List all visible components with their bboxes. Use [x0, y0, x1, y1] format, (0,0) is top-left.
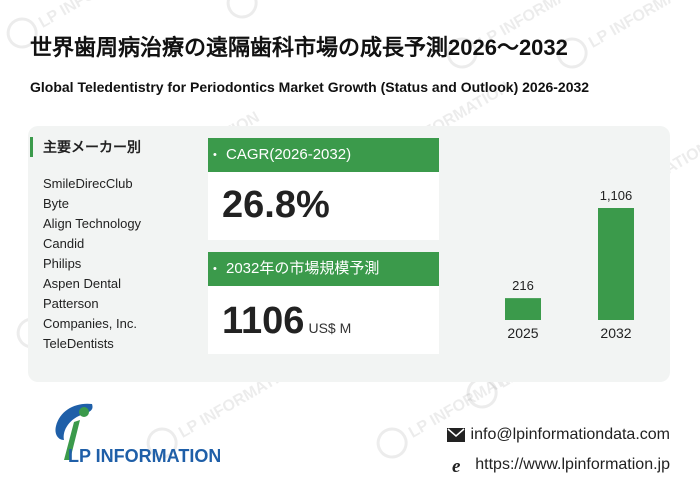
svg-text:LP INFORMATION: LP INFORMATION: [256, 0, 383, 2]
category-label: 2025: [507, 325, 538, 341]
page-subtitle: Global Teledentistry for Periodontics Ma…: [30, 79, 590, 95]
maker-item: SmileDirecClub: [43, 176, 133, 191]
contact-website[interactable]: e https://www.lpinformation.jp: [451, 456, 670, 474]
brand-name: LP INFORMATION: [68, 446, 220, 466]
maker-item: Candid: [43, 236, 85, 251]
bar-value-label: 216: [512, 278, 534, 293]
bar-value-label: 1,106: [600, 188, 633, 203]
svg-text:e: e: [452, 456, 461, 474]
market-size-card-header: • 2032年の市場規模予測: [208, 252, 439, 286]
svg-text:LP INFORMATION: LP INFORMATION: [36, 0, 163, 32]
bar-2032: [598, 208, 634, 320]
cagr-label: CAGR(2026-2032): [226, 146, 352, 163]
market-size-label: 2032年の市場規模予測: [226, 260, 380, 277]
maker-item: Companies, Inc.: [43, 316, 137, 331]
category-label: 2032: [600, 325, 631, 341]
market-size-value: 1106 US$ M: [222, 297, 351, 352]
bar-2025: [505, 298, 541, 320]
website-text: https://www.lpinformation.jp: [475, 456, 670, 474]
cagr-card-body: [208, 172, 439, 240]
watermark-mark: LP INFORMATION: [226, 0, 383, 19]
cagr-card-header: • CAGR(2026-2032): [208, 138, 439, 172]
market-size-unit: US$ M: [308, 320, 352, 336]
market-size-card-body: [208, 286, 439, 354]
maker-item: Aspen Dental: [43, 276, 122, 291]
market-bar-chart: 216 2025 1,106 2032: [505, 188, 634, 341]
makers-list: SmileDirecClub Byte Align Technology Can…: [43, 174, 203, 354]
cagr-value: 26.8%: [222, 184, 330, 226]
maker-item: Patterson: [43, 296, 99, 311]
browser-e-icon: e: [452, 456, 461, 474]
contact-email[interactable]: info@lpinformationdata.com: [446, 426, 670, 444]
maker-item: Philips: [43, 256, 82, 271]
bullet-icon: •: [213, 149, 217, 161]
maker-item: Byte: [43, 196, 70, 211]
email-text: info@lpinformationdata.com: [470, 426, 670, 443]
maker-item: TeleDentists: [43, 336, 114, 351]
lp-information-logo: LP INFORMATION: [55, 403, 220, 466]
maker-item: Align Technology: [43, 216, 142, 231]
makers-heading: 主要メーカー別: [30, 137, 141, 157]
market-size-number: 1106: [222, 300, 305, 342]
page-title: 世界歯周病治療の遠隔歯科市場の成長予測2026～2032: [30, 35, 568, 60]
envelope-icon: [446, 427, 465, 442]
bullet-icon: •: [213, 263, 217, 275]
